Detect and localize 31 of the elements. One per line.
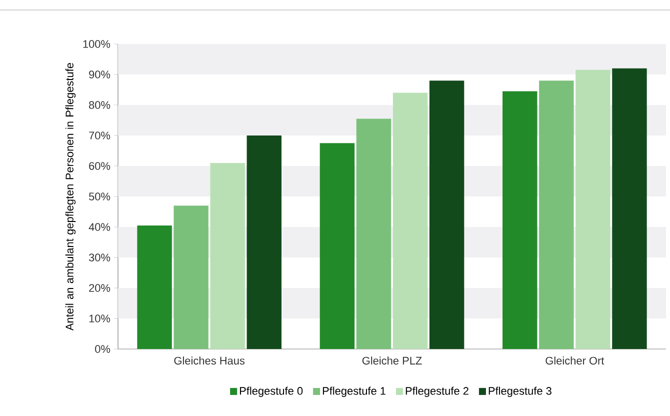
y-tick-label: 100%	[83, 40, 110, 48]
x-tick-label: Gleicher Ort	[546, 356, 604, 365]
y-tick-label: 80%	[89, 101, 110, 109]
bar	[392, 92, 428, 349]
legend-label: Pflegestufe 1	[322, 386, 386, 397]
bar	[539, 80, 574, 349]
y-tick-label: 60%	[89, 162, 110, 170]
y-tick-label: 70%	[89, 132, 110, 140]
y-tick-label: 10%	[89, 314, 110, 322]
bar	[137, 225, 172, 349]
bar	[576, 70, 610, 349]
bar	[246, 135, 282, 349]
bar	[429, 80, 464, 349]
y-axis-title: Anteil an ambulant gepflegten Personen in Pflegestufe	[65, 63, 76, 331]
y-tick-label: 90%	[89, 70, 110, 78]
legend-label: Pflegestufe 2	[406, 386, 468, 397]
legend-label: Pflegestufe 0	[240, 386, 303, 397]
bar	[210, 162, 245, 349]
y-tick-label: 50%	[88, 192, 110, 200]
bar	[174, 206, 208, 349]
y-tick-label: 20%	[89, 284, 110, 292]
x-tick-label: Gleiche PLZ	[362, 356, 422, 365]
bar	[502, 91, 538, 349]
y-tick-label: 0%	[95, 345, 110, 353]
bar	[356, 118, 392, 349]
bar	[320, 143, 355, 349]
y-tick-label: 30%	[88, 254, 110, 262]
legend-label: Pflegestufe 3	[488, 386, 552, 397]
x-tick-label: Gleiches Haus	[174, 356, 245, 365]
bar	[612, 68, 647, 349]
y-tick-label: 40%	[88, 223, 110, 231]
